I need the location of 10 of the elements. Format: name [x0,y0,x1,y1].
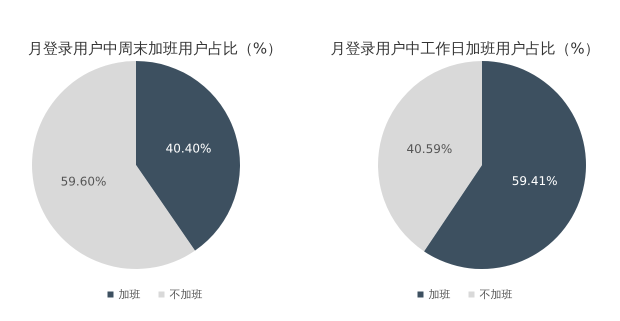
legend-label: 加班 [428,288,450,301]
data-label: 59.60% [60,174,106,188]
legend-label: 不加班 [170,288,202,301]
data-label: 40.59% [406,142,452,156]
chart-title: 月登录用户中工作日加班用户占比（%） [330,40,600,58]
legend-label: 加班 [118,288,140,301]
data-label: 40.40% [166,142,212,156]
chart-title: 月登录用户中周末加班用户占比（%） [28,40,282,58]
legend-label: 不加班 [480,288,512,301]
data-label: 59.41% [512,174,558,188]
